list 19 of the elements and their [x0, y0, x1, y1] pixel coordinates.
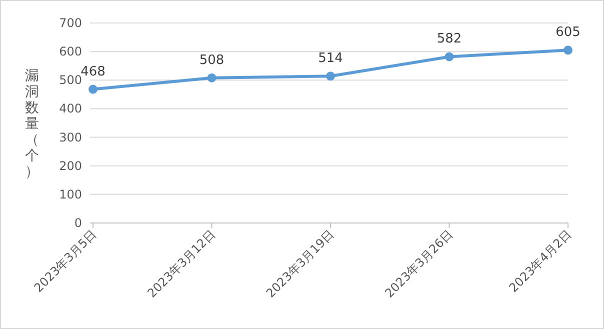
point	[88, 84, 98, 94]
y-tick-label: 100	[59, 187, 82, 202]
y-tick-label: 300	[59, 130, 82, 144]
y-tick-label: 200	[59, 158, 82, 173]
data-label: 582	[436, 32, 462, 47]
data-label: 514	[318, 51, 343, 66]
y-tick-label: 400	[59, 102, 82, 116]
y-tick-label: 700	[59, 16, 82, 30]
y-tick-label: 0	[74, 216, 82, 230]
data-label: 468	[80, 64, 106, 80]
data-label: 508	[199, 52, 224, 68]
point	[326, 72, 335, 81]
point	[444, 52, 454, 62]
y-tick-label: 600	[59, 44, 82, 59]
point	[564, 46, 572, 55]
data-label: 605	[556, 25, 580, 40]
y-tick-label: 500	[59, 73, 82, 88]
point	[207, 73, 216, 82]
y-axis-title: 漏洞数量（个）	[25, 68, 39, 180]
